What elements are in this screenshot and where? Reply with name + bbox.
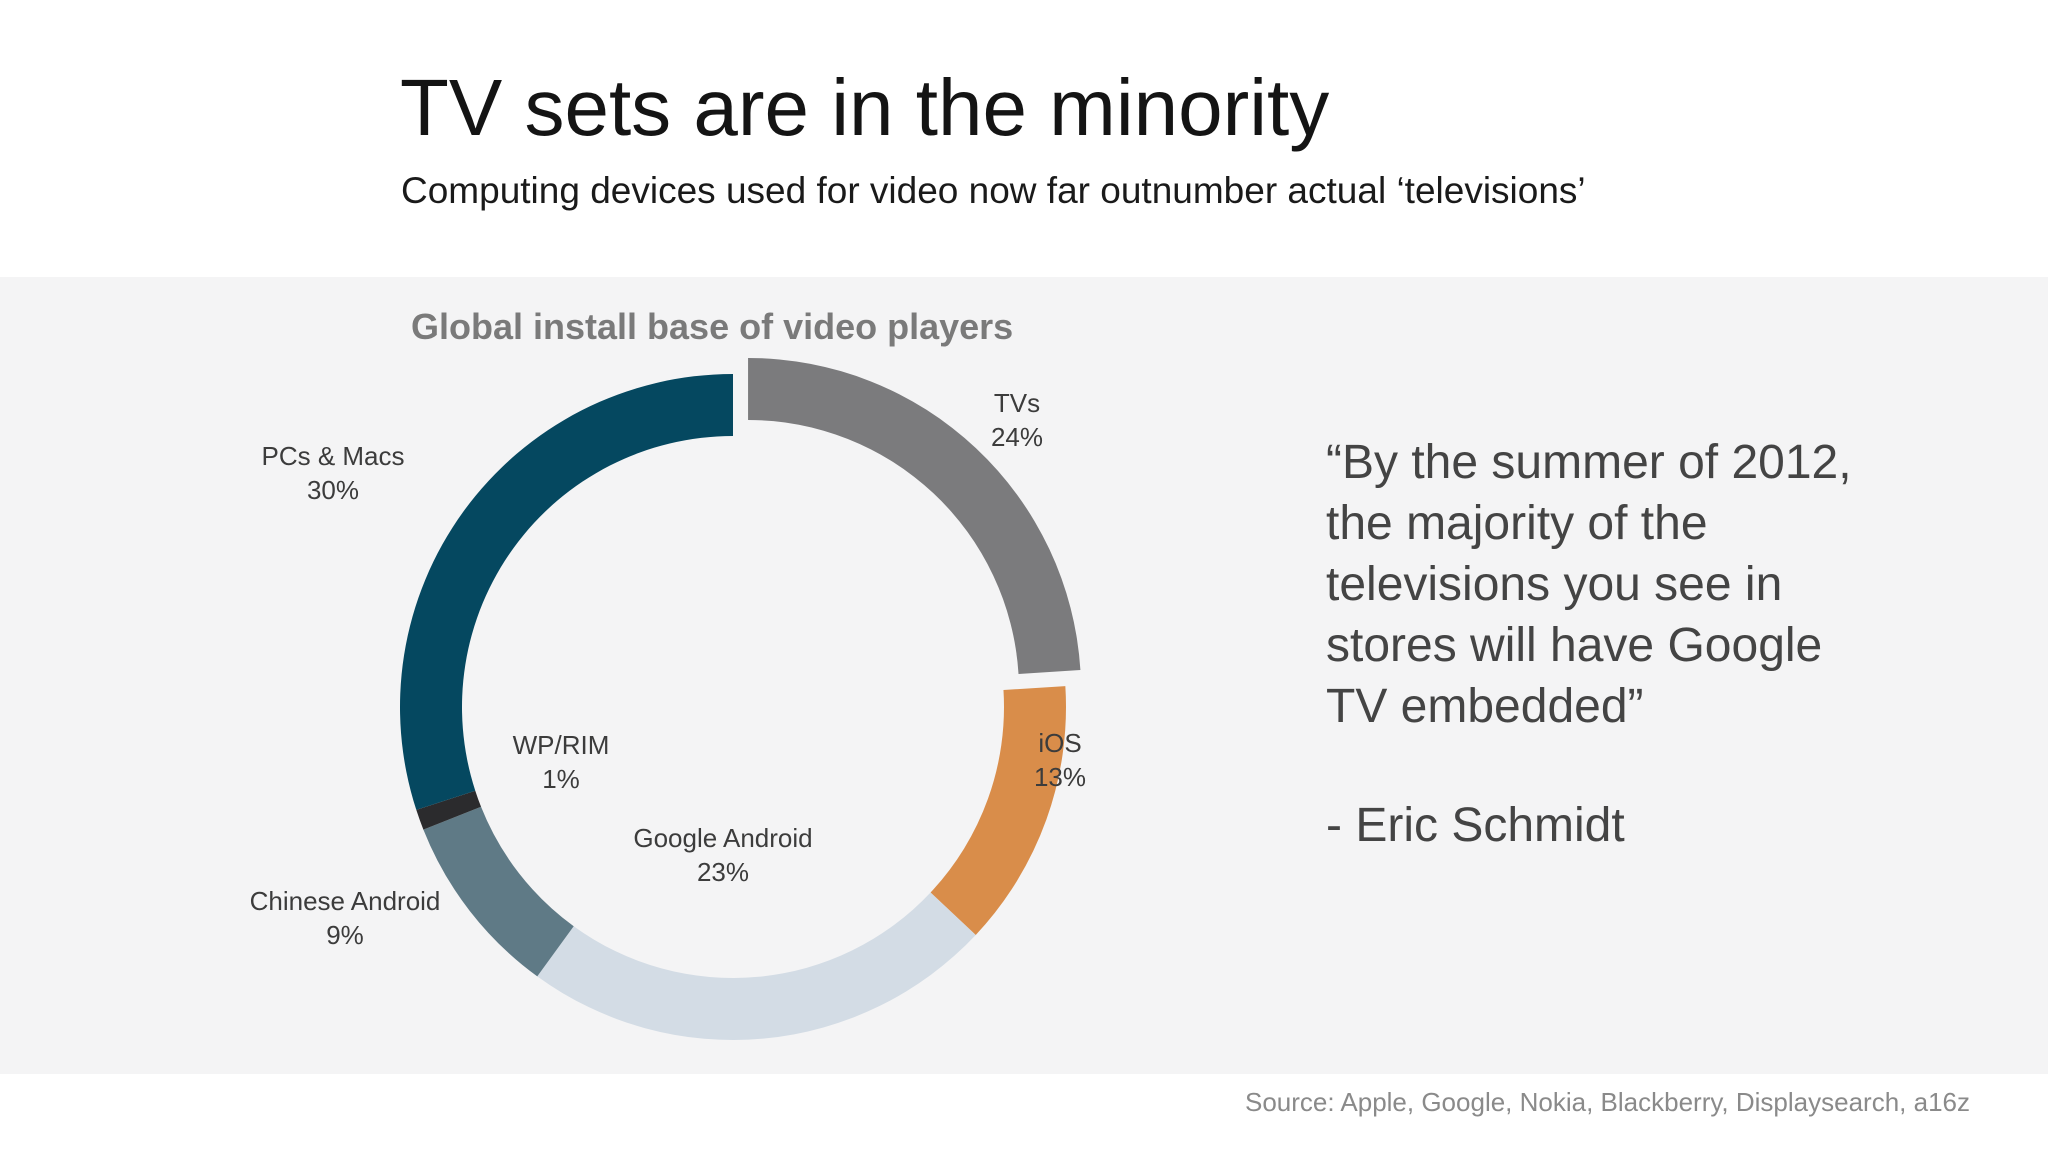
page-subtitle: Computing devices used for video now far…	[401, 170, 1586, 211]
slice-label-name: Chinese Android	[249, 886, 441, 916]
slice-label: Chinese Android 9%	[250, 884, 441, 952]
slice-label-name: PCs & Macs	[261, 441, 405, 471]
slice-label: WP/RIM 1%	[513, 728, 610, 796]
slice-label-name: iOS	[1038, 728, 1082, 758]
chart-panel	[0, 277, 2048, 1074]
slice-label-name: Google Android	[633, 823, 813, 853]
slice-label-name: TVs	[993, 388, 1041, 418]
slice-label-value: 1%	[542, 764, 580, 794]
page-title: TV sets are in the minority	[400, 63, 1330, 152]
quote-line: “By the summer of 2012,	[1326, 436, 1852, 489]
slice-label-value: 9%	[326, 920, 364, 950]
quote-attribution: - Eric Schmidt	[1326, 799, 1625, 852]
slice-label: PCs & Macs 30%	[261, 439, 404, 507]
quote-line: the majority of the	[1326, 497, 1708, 550]
slice-label-value: 13%	[1033, 762, 1087, 792]
slice-label-value: 24%	[990, 422, 1044, 452]
slice-label: Google Android 23%	[633, 821, 812, 889]
slice-label-name: WP/RIM	[512, 730, 610, 760]
donut-slice-google-android	[537, 892, 976, 1040]
source-note: Source: Apple, Google, Nokia, Blackberry…	[1245, 1087, 1970, 1117]
slice-label: iOS 13%	[1034, 726, 1086, 794]
chart-title: Global install base of video players	[411, 306, 1014, 347]
quote-line: TV embedded”	[1326, 680, 1644, 733]
quote-line: stores will have Google	[1326, 619, 1823, 672]
donut-slice-tvs	[748, 357, 1081, 674]
donut-slice-ios	[930, 686, 1066, 935]
slice-label-value: 30%	[306, 475, 360, 505]
donut-slice-wp-rim	[416, 790, 482, 830]
donut-slice-chinese-android	[423, 806, 574, 977]
quote: “By the summer of 2012, the majority of …	[1326, 432, 1966, 737]
slice-label: TVs 24%	[991, 386, 1043, 454]
donut-slice-pcs-macs	[400, 374, 733, 810]
quote-line: televisions you see in	[1326, 558, 1783, 611]
slice-label-value: 23%	[696, 857, 750, 887]
